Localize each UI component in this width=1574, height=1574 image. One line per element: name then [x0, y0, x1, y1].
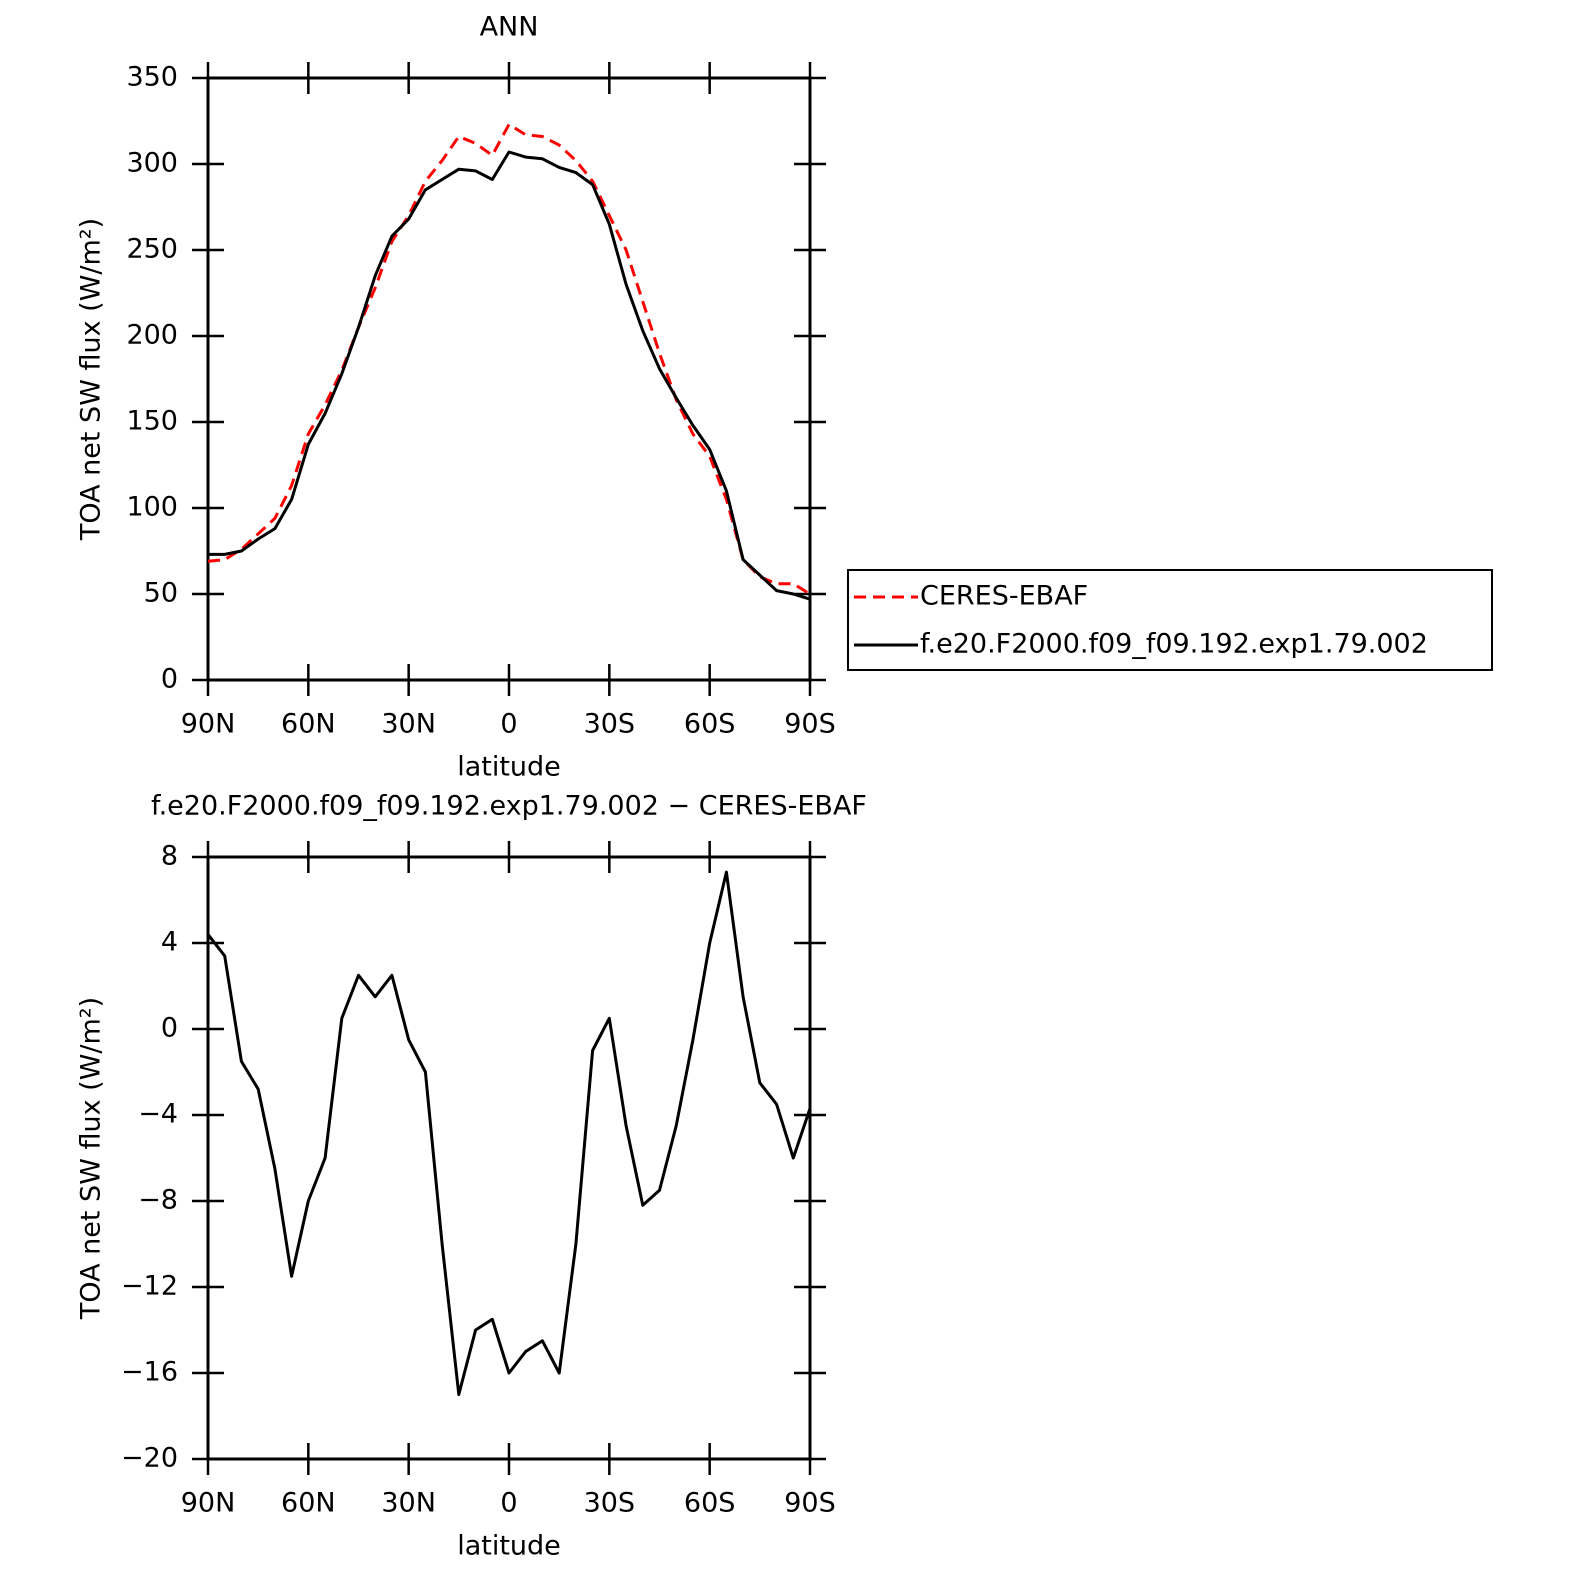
y-tick-label: −8 — [138, 1185, 178, 1216]
x-tick-label: 30N — [381, 709, 436, 740]
y-tick-label: −20 — [121, 1443, 178, 1474]
x-tick-label: 90N — [181, 1488, 236, 1519]
chart-title: f.e20.F2000.f09_f09.192.exp1.79.002 − CE… — [151, 791, 867, 822]
legend: CERES-EBAF f.e20.F2000.f09_f09.192.exp1.7… — [847, 569, 1493, 671]
y-tick-label: −12 — [121, 1271, 178, 1302]
y-tick-label: 100 — [126, 492, 178, 523]
plot-frame — [206, 76, 812, 682]
x-axis-label: latitude — [457, 1531, 561, 1562]
x-tick-label: 60N — [281, 709, 336, 740]
y-tick-label: 4 — [161, 927, 178, 958]
y-tick-label: 8 — [161, 841, 178, 872]
x-tick-label: 60N — [281, 1488, 336, 1519]
y-tick-label: 300 — [126, 148, 178, 179]
x-tick-label: 90N — [181, 709, 236, 740]
y-tick-label: −16 — [121, 1357, 178, 1388]
legend-label: CERES-EBAF — [920, 581, 1088, 612]
y-tick-label: 0 — [161, 664, 178, 695]
y-tick-label: 150 — [126, 406, 178, 437]
y-tick-label: −4 — [138, 1099, 178, 1130]
data-line — [206, 870, 812, 1396]
data-line — [208, 150, 811, 601]
chart-title: ANN — [480, 12, 539, 43]
y-tick-label: 0 — [161, 1013, 178, 1044]
plot-frame — [206, 855, 812, 1461]
x-tick-label: 60S — [684, 1488, 736, 1519]
x-tick-label: 30S — [584, 1488, 636, 1519]
y-tick-label: 250 — [126, 234, 178, 265]
y-axis-label: TOA net SW flux (W/m²) — [76, 218, 107, 541]
x-axis-label: latitude — [457, 752, 561, 783]
y-axis-label: TOA net SW flux (W/m²) — [76, 997, 107, 1320]
y-tick-label: 350 — [126, 62, 178, 93]
data-line — [207, 122, 811, 596]
legend-box — [847, 569, 1493, 671]
x-tick-label: 90S — [784, 1488, 836, 1519]
x-tick-label: 90S — [784, 709, 836, 740]
legend-label: f.e20.F2000.f09_f09.192.exp1.79.002 — [920, 629, 1428, 660]
x-tick-label: 30N — [381, 1488, 436, 1519]
x-tick-label: 60S — [684, 709, 736, 740]
x-tick-label: 30S — [584, 709, 636, 740]
x-tick-label: 0 — [500, 709, 517, 740]
y-tick-label: 200 — [126, 320, 178, 351]
y-tick-label: 50 — [144, 578, 178, 609]
x-tick-label: 0 — [500, 1488, 517, 1519]
